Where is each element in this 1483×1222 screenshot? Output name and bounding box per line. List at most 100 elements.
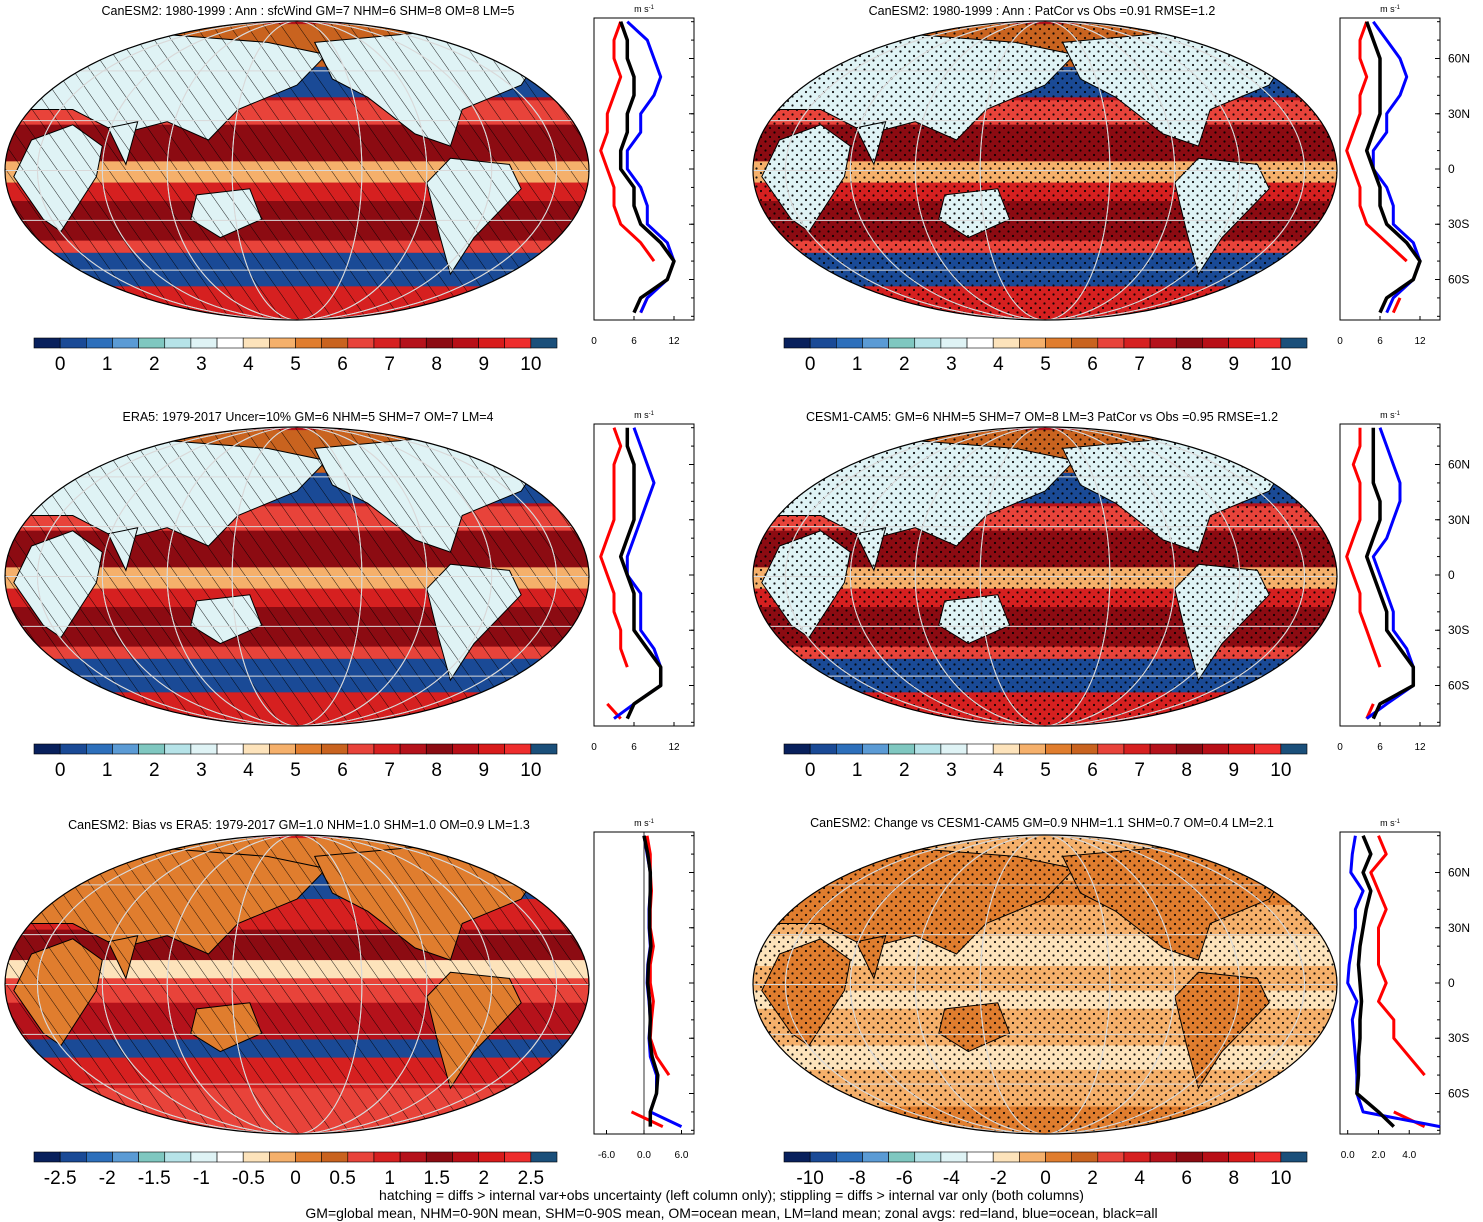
colorbar-tick-label: 5 xyxy=(1040,354,1051,375)
colorbar-tick-label: 7 xyxy=(384,760,395,781)
colorbar-swatch xyxy=(783,1151,811,1163)
zonal-lat-label: 60N xyxy=(1448,458,1470,472)
colorbar-swatch xyxy=(914,337,942,349)
zonal-lat-label: 60S xyxy=(1448,272,1469,286)
graticule-meridian xyxy=(166,21,428,320)
map-border xyxy=(752,426,1338,727)
colorbar-swatch xyxy=(1149,337,1177,349)
colorbar-swatch xyxy=(1175,337,1203,349)
zonal-series-all xyxy=(1364,427,1416,720)
zonal-series-all xyxy=(642,835,660,1127)
colorbar-swatch xyxy=(1071,1151,1099,1163)
colorbar-swatch xyxy=(992,743,1020,755)
colorbar-swatch xyxy=(59,337,87,349)
colorbar-tick-label: 1 xyxy=(852,760,863,781)
graticule-meridian xyxy=(36,427,558,726)
colorbar-tick-label: -8 xyxy=(849,1168,866,1189)
graticule-meridian xyxy=(166,835,428,1134)
colorbar-tick-label: 7 xyxy=(384,354,395,375)
colorbar-tick-label: 10 xyxy=(520,354,541,375)
colorbar-swatch xyxy=(1071,743,1099,755)
colorbar-tick-label: 10 xyxy=(1270,760,1291,781)
colorbar-tick-label: 4 xyxy=(1134,1168,1145,1189)
colorbar-swatch xyxy=(1123,337,1151,349)
graticule-meridian xyxy=(101,21,493,320)
colorbar-swatch xyxy=(321,337,349,349)
colorbar-tick-label: 8 xyxy=(1228,1168,1239,1189)
graticule-meridian xyxy=(979,427,1111,726)
colorbar-tick-label: 3 xyxy=(196,760,207,781)
zonal-x-label: 12 xyxy=(668,336,680,347)
graticule-meridian xyxy=(784,835,1306,1134)
colorbar-swatch xyxy=(347,743,375,755)
colorbar-swatch xyxy=(1149,1151,1177,1163)
footer-hatching-note: hatching = diffs > internal var+obs unce… xyxy=(379,1187,1084,1203)
zonal-x-label: 12 xyxy=(1414,742,1426,753)
colorbar-swatch xyxy=(888,337,916,349)
map-border xyxy=(4,20,590,321)
graticule-meridian xyxy=(914,21,1176,320)
colorbar-swatch xyxy=(164,1151,192,1163)
zonal-x-label: 6 xyxy=(631,742,637,753)
colorbar-swatch xyxy=(399,743,427,755)
colorbar-tick-label: 1 xyxy=(102,760,113,781)
colorbar-swatch xyxy=(504,337,532,349)
graticule-meridian xyxy=(784,427,1306,726)
zonal-unit-label: m s-1 xyxy=(634,818,654,828)
colorbar-tick-label: 8 xyxy=(1181,354,1192,375)
zonal-series-all xyxy=(1364,21,1422,314)
colorbar-swatch xyxy=(1254,1151,1282,1163)
continent-greenland xyxy=(473,23,534,49)
colorbar-swatch xyxy=(373,337,401,349)
colorbar-swatch xyxy=(138,743,166,755)
zonal-x-label: 6.0 xyxy=(675,1150,689,1161)
colorbar-tick-label: 2 xyxy=(149,760,160,781)
colorbar-1: 0 1 2 3 4 5 6 7 8 9 10 xyxy=(33,337,558,375)
map-title-3: ERA5: 1979-2017 Uncer=10% GM=6 NHM=5 SHM… xyxy=(122,410,494,424)
zonal-lat-label: 30N xyxy=(1448,107,1470,121)
colorbar-swatch xyxy=(452,337,479,349)
colorbar-swatch xyxy=(914,743,942,755)
colorbar-tick-label: 0 xyxy=(1040,1168,1051,1189)
colorbar-swatch xyxy=(399,1151,427,1163)
colorbar-tick-label: 10 xyxy=(520,760,541,781)
colorbar-tick-label: 1 xyxy=(852,354,863,375)
map-border xyxy=(4,426,590,727)
colorbar-tick-label: -4 xyxy=(943,1168,960,1189)
colorbar-tick-label: 4 xyxy=(993,354,1004,375)
colorbar-tick-label: 2 xyxy=(478,1168,489,1189)
colorbar-swatch xyxy=(425,1151,453,1163)
colorbar-swatch xyxy=(59,743,87,755)
colorbar-6: -10 -8 -6 -4 -2 0 2 4 6 8 10 xyxy=(783,1151,1308,1189)
colorbar-tick-label: 8 xyxy=(431,354,442,375)
colorbar-tick-label: 8 xyxy=(1181,760,1192,781)
colorbar-swatch xyxy=(783,337,811,349)
zonal-frame xyxy=(593,17,695,321)
colorbar-swatch xyxy=(216,743,244,755)
colorbar-swatch xyxy=(1254,337,1282,349)
colorbar-tick-label: 3 xyxy=(946,760,957,781)
zonal-lat-label: 30S xyxy=(1448,1031,1469,1045)
map-2 xyxy=(752,20,1338,321)
colorbar-swatch xyxy=(216,1151,244,1163)
colorbar-swatch xyxy=(1228,337,1255,349)
colorbar-swatch xyxy=(530,1151,558,1163)
colorbar-swatch xyxy=(940,743,968,755)
colorbar-tick-label: 3 xyxy=(946,354,957,375)
zonal-lat-label: 30S xyxy=(1448,623,1469,637)
map-title-1: CanESM2: 1980-1999 : Ann : sfcWind GM=7 … xyxy=(101,4,515,18)
zonal-lat-label: 30N xyxy=(1448,921,1470,935)
zonal-lat-label: 0 xyxy=(1448,162,1455,176)
colorbar-swatch xyxy=(966,1151,994,1163)
map-6 xyxy=(752,834,1338,1135)
zonal-lat-label: 60S xyxy=(1448,1086,1469,1100)
colorbar-swatch xyxy=(504,743,532,755)
colorbar-tick-label: 0.5 xyxy=(329,1168,355,1189)
zonal-x-label: 6 xyxy=(631,336,637,347)
colorbar-swatch xyxy=(835,1151,863,1163)
graticule-meridian xyxy=(914,427,1176,726)
zonal-unit-label: m s-1 xyxy=(1380,4,1400,14)
continent-greenland xyxy=(1221,429,1282,455)
